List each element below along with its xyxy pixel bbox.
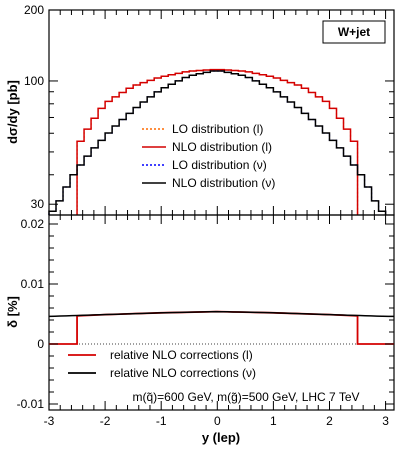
x-tick-label: 3	[382, 414, 389, 428]
tag-label: W+jet	[338, 25, 370, 39]
x-tick-label: -3	[44, 414, 55, 428]
lower-y-tick-label: 0	[37, 337, 44, 351]
lower-legend: relative NLO corrections (l) relative NL…	[68, 348, 256, 380]
legend-label-corr-lepton: relative NLO corrections (l)	[110, 348, 253, 362]
lower-y-tick-label: -0.01	[17, 397, 45, 411]
upper-nlo-neutrino-line	[48, 70, 387, 215]
upper-legend: LO distribution (l) NLO distribution (l)…	[142, 122, 275, 190]
upper-y-tick-label: 100	[24, 74, 44, 88]
lower-lepton-correction-line	[49, 310, 394, 345]
lower-y-axis-title: δ [%]	[5, 296, 20, 328]
upper-y-tick-label: 200	[24, 3, 44, 17]
lower-y-tick-label: 0.02	[21, 217, 45, 231]
tag-box	[322, 20, 386, 44]
x-axis-title: y (lep)	[202, 430, 240, 445]
legend-label-lo-lepton: LO distribution (l)	[172, 122, 263, 136]
upper-series-group	[48, 68, 387, 215]
parameter-note: m(q̃)=600 GeV, m(g̃)=500 GeV, LHC 7 TeV	[132, 390, 359, 404]
x-tick-label: -2	[100, 414, 111, 428]
lower-plot-frame	[48, 214, 395, 411]
upper-y-axis-title: dσ/dy [pb]	[5, 80, 20, 144]
lower-panel: -0.01 0 0.01 0.02 -3 -2 -1 0 1 2 3 δ [%] y (lep) r…	[5, 214, 395, 445]
legend-label-nlo-lepton: NLO distribution (l)	[172, 140, 272, 154]
lower-neutrino-correction-line	[48, 310, 394, 318]
x-tick-label: 0	[214, 414, 221, 428]
legend-label-lo-neutrino: LO distribution (ν)	[172, 158, 267, 172]
x-tick-label: -1	[156, 414, 167, 428]
x-tick-label: 2	[326, 414, 333, 428]
upper-panel: 30 100 200 dσ/dy [pb] W+jet LO distributio…	[5, 3, 395, 216]
legend-label-corr-neutrino: relative NLO corrections (ν)	[110, 366, 256, 380]
legend-label-nlo-neutrino: NLO distribution (ν)	[172, 176, 275, 190]
lower-series-group	[48, 310, 394, 345]
upper-nlo-lepton-line	[76, 68, 359, 215]
upper-ticks-group: 30 100 200	[24, 3, 394, 215]
lower-ticks-group: -0.01 0 0.01 0.02 -3 -2 -1 0 1 2 3	[17, 215, 394, 428]
upper-y-tick-label: 30	[31, 197, 45, 211]
lower-y-tick-label: 0.01	[21, 277, 45, 291]
x-tick-label: 1	[270, 414, 277, 428]
